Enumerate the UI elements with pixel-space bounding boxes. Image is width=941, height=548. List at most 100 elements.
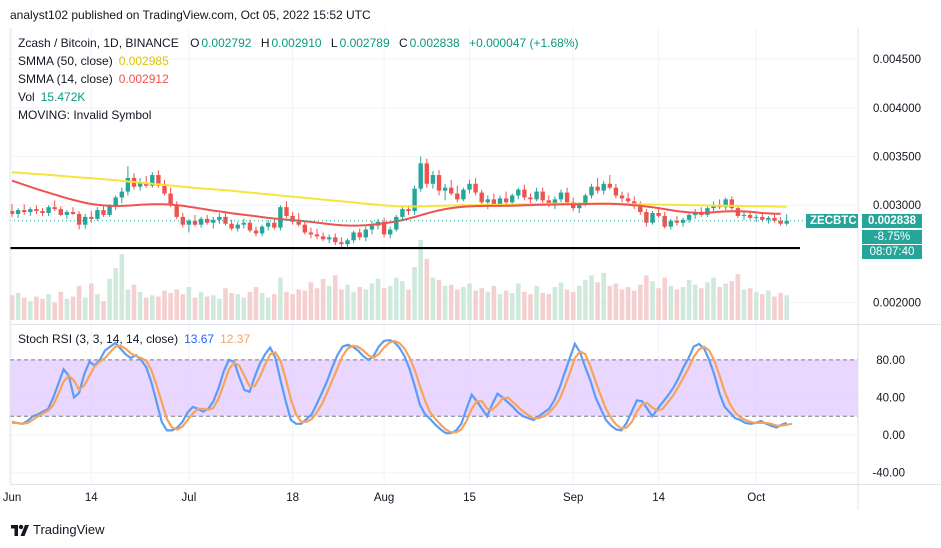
smma14-line bbox=[11, 179, 781, 227]
volume-bar bbox=[522, 291, 527, 320]
volume-bar bbox=[528, 294, 533, 320]
legend-sma14-label: SMMA (14, close) bbox=[18, 72, 113, 86]
volume-bar bbox=[479, 288, 484, 320]
candle-body bbox=[601, 183, 606, 191]
candle-body bbox=[778, 220, 783, 224]
volume-bar bbox=[290, 294, 295, 320]
volume-bar bbox=[631, 290, 637, 320]
legend-sma14[interactable]: SMMA (14, close) 0.002912 bbox=[18, 72, 169, 86]
volume-bar bbox=[747, 288, 753, 320]
volume-bar bbox=[235, 294, 240, 320]
volume-bar bbox=[204, 296, 210, 320]
volume-bar bbox=[34, 296, 39, 320]
candle-body bbox=[95, 210, 100, 219]
legend-sma50-label: SMMA (50, close) bbox=[18, 54, 113, 68]
candle-body bbox=[613, 187, 619, 196]
volume-bar bbox=[601, 272, 606, 320]
candle-body bbox=[418, 163, 423, 189]
volume-bar bbox=[326, 285, 332, 320]
volume-bar bbox=[314, 288, 320, 320]
candle-body bbox=[192, 220, 198, 225]
volume-bar bbox=[692, 284, 698, 320]
volume-bar bbox=[467, 283, 472, 320]
candle-body bbox=[595, 186, 600, 191]
candle-body bbox=[101, 210, 106, 215]
price-tag-countdown: 08:07:40 bbox=[862, 245, 922, 259]
candle-body bbox=[552, 199, 558, 204]
candle-body bbox=[119, 191, 124, 198]
volume-bar bbox=[82, 297, 88, 320]
volume-bar bbox=[772, 296, 777, 320]
volume-bar bbox=[247, 291, 253, 320]
high-value: 0.002910 bbox=[271, 36, 322, 50]
candle-body bbox=[351, 232, 356, 241]
volume-bar bbox=[89, 283, 94, 320]
candle-body bbox=[412, 188, 417, 212]
smma50-line bbox=[11, 171, 787, 208]
candle-body bbox=[491, 199, 497, 205]
volume-bar bbox=[52, 302, 57, 320]
candle-body bbox=[558, 192, 564, 200]
volume-bar bbox=[644, 275, 649, 320]
stoch-band bbox=[10, 359, 858, 417]
stoch-tick-label: 0.00 bbox=[883, 430, 905, 442]
x-tick-label: Aug bbox=[374, 492, 394, 504]
volume-bar bbox=[320, 278, 326, 320]
volume-bar bbox=[430, 277, 436, 320]
volume-bar bbox=[394, 277, 399, 320]
volume-bar bbox=[150, 295, 155, 320]
volume-bar bbox=[76, 285, 82, 320]
candle-body bbox=[327, 237, 332, 240]
stoch-tick-label: 40.00 bbox=[876, 392, 905, 404]
candle-body bbox=[754, 216, 759, 218]
volume-bar bbox=[625, 287, 631, 320]
volume-bar bbox=[766, 290, 771, 320]
candle-body bbox=[571, 202, 576, 209]
legend-moving[interactable]: MOVING: Invalid Symbol bbox=[18, 108, 151, 122]
candle-body bbox=[381, 221, 387, 235]
symbol-title[interactable]: Zcash / Bitcoin, 1D, BINANCE bbox=[18, 36, 179, 50]
candle-body bbox=[168, 193, 173, 206]
legend-stoch[interactable]: Stoch RSI (3, 3, 14, 14, close) 13.67 12.3… bbox=[18, 332, 250, 346]
candle-body bbox=[205, 218, 210, 223]
close-label: C bbox=[398, 36, 408, 50]
volume-bar bbox=[455, 289, 460, 320]
candle-body bbox=[302, 224, 307, 233]
brand-footer[interactable]: TradingView bbox=[10, 522, 105, 537]
candle-body bbox=[546, 200, 551, 204]
x-tick-label: 15 bbox=[463, 492, 476, 504]
legend-volume[interactable]: Vol 15.472K bbox=[18, 90, 85, 104]
candle-body bbox=[674, 220, 680, 223]
volume-bar bbox=[577, 285, 582, 320]
symbol-line: Zcash / Bitcoin, 1D, BINANCE O 0.002792 H… bbox=[18, 36, 580, 50]
candle-body bbox=[64, 212, 70, 215]
candle-body bbox=[137, 182, 143, 187]
candle-body bbox=[656, 213, 661, 216]
volume-bar bbox=[58, 291, 64, 320]
legend-sma50[interactable]: SMMA (50, close) 0.002985 bbox=[18, 54, 169, 68]
volume-bar bbox=[21, 297, 27, 320]
candle-body bbox=[76, 213, 82, 225]
candle-body bbox=[150, 175, 155, 186]
volume-bar bbox=[15, 292, 21, 320]
candle-body bbox=[290, 215, 295, 222]
candle-body bbox=[686, 214, 692, 220]
candle-body bbox=[650, 213, 655, 223]
volume-bar bbox=[70, 296, 76, 320]
volume-bar bbox=[272, 294, 277, 320]
candle-body bbox=[711, 205, 716, 209]
volume-bar bbox=[784, 295, 789, 320]
candle-body bbox=[729, 199, 734, 209]
candle-body bbox=[503, 198, 509, 203]
candle-body bbox=[70, 212, 76, 214]
volume-bar bbox=[302, 290, 308, 320]
candle-body bbox=[442, 187, 448, 191]
candle-body bbox=[461, 189, 466, 200]
volume-bar bbox=[265, 297, 271, 320]
candle-body bbox=[723, 199, 728, 208]
y-tick-label: 0.003000 bbox=[873, 200, 921, 212]
candle-body bbox=[369, 225, 375, 230]
candle-body bbox=[314, 234, 320, 237]
volume-bar bbox=[711, 277, 716, 320]
